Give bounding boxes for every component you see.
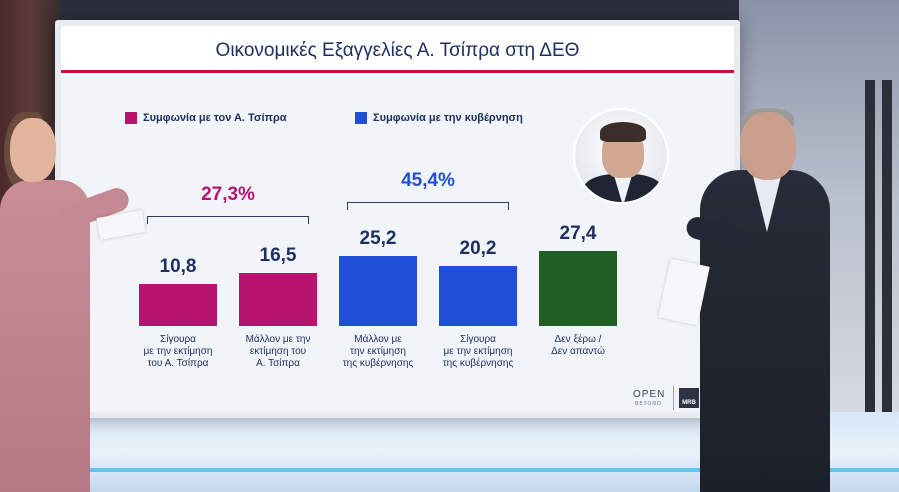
open-logo-subtitle: BEYOND xyxy=(635,401,662,407)
legend-item-government: Συμφωνία με την κυβέρνηση xyxy=(355,112,523,124)
bar xyxy=(139,284,217,326)
bar-category-label: Δεν ξέρω / Δεν απαντώ xyxy=(551,334,605,357)
bar-value-label: 27,4 xyxy=(559,223,597,244)
legend-swatch-government xyxy=(355,112,367,124)
bar-chart: 10,8 Σίγουρα με την εκτίμηση του Α. Τσίπρ… xyxy=(61,26,734,412)
bar xyxy=(239,273,317,326)
studio-pillar xyxy=(865,80,875,420)
legend-label-government: Συμφωνία με την κυβέρνηση xyxy=(373,112,523,124)
bar-value-label: 10,8 xyxy=(159,256,197,277)
presenter-man-head xyxy=(740,112,796,180)
bar xyxy=(439,266,517,326)
legend-item-tsipras: Συμφωνία με τον Α. Τσίπρα xyxy=(125,112,287,124)
header-accent-line xyxy=(61,70,734,73)
logo-separator xyxy=(673,386,674,410)
legend-label-tsipras: Συμφωνία με τον Α. Τσίπρα xyxy=(143,112,287,124)
politician-portrait xyxy=(573,108,669,204)
bar-value-label: 20,2 xyxy=(459,238,497,259)
chart-title: Οικονομικές Εξαγγελίες Α. Τσίπρα στη ΔΕΘ xyxy=(215,40,580,61)
bar-category-label: Σίγουρα με την εκτίμηση του Α. Τσίπρα xyxy=(143,334,213,369)
bar-value-label: 25,2 xyxy=(359,228,397,249)
studio-floor-light xyxy=(0,468,899,472)
presenter-woman-head xyxy=(10,118,56,182)
group-bracket xyxy=(147,216,309,224)
presenter-woman xyxy=(0,180,90,492)
portrait-hair xyxy=(600,122,646,142)
mrb-logo: MRB xyxy=(679,388,699,408)
group-bracket xyxy=(347,202,509,210)
chart-header: Οικονομικές Εξαγγελίες Α. Τσίπρα στη ΔΕΘ xyxy=(61,26,734,76)
group-total-label: 27,3% xyxy=(201,184,255,205)
group-total-label: 45,4% xyxy=(401,170,455,191)
bar-category-label: Μάλλον με την εκτίμηση του Α. Τσίπρα xyxy=(245,334,311,369)
display-screen: Οικονομικές Εξαγγελίες Α. Τσίπρα στη ΔΕΘ… xyxy=(55,20,740,418)
bar xyxy=(339,256,417,326)
bar-value-label: 16,5 xyxy=(259,245,297,266)
bar-category-label: Μάλλον με την εκτίμηση της κυβέρνησης xyxy=(342,334,414,369)
legend-swatch-tsipras xyxy=(125,112,137,124)
bar xyxy=(539,251,617,326)
bar-category-label: Σίγουρα με την εκτίμηση της κυβέρνησης xyxy=(442,334,514,369)
open-logo: OPEN xyxy=(633,389,666,400)
studio-pillar xyxy=(882,80,892,420)
